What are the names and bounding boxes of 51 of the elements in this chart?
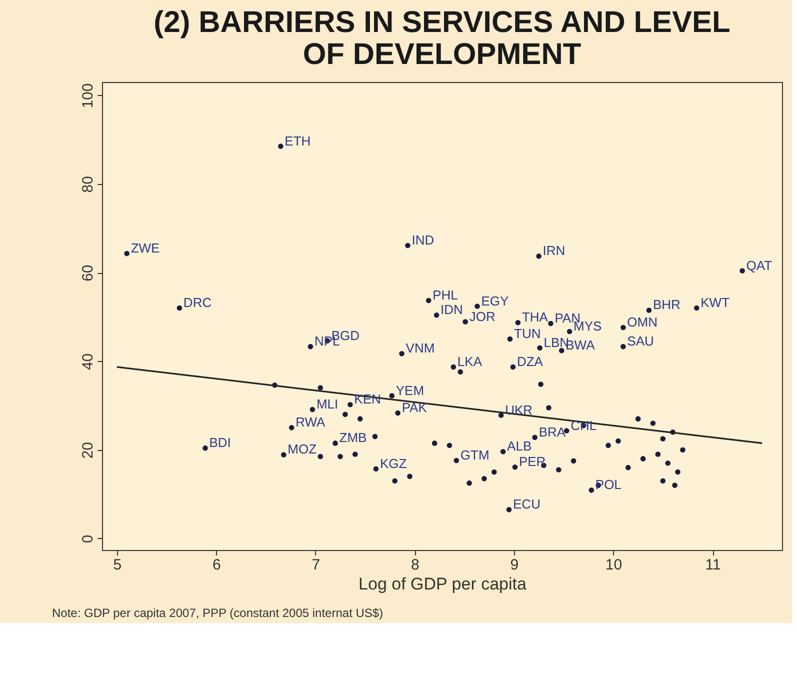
annotation: PAK: [402, 400, 428, 416]
annotation: LKA: [457, 354, 482, 369]
annotation: DZA: [516, 354, 544, 369]
annotation: ETH: [284, 133, 311, 148]
annotation: IDN: [440, 302, 463, 318]
text: OF DEVELOPMENT: [302, 38, 582, 71]
text: (2) BARRIERS IN SERVICES AND LEVEL: [154, 6, 730, 39]
x-tick-label: 6: [212, 556, 221, 574]
y-tick-label: 40: [80, 353, 96, 370]
annotation: YEM: [396, 382, 424, 398]
y-tick-label: 0: [80, 534, 96, 544]
annotation: QAT: [746, 258, 772, 273]
annotation: KWT: [700, 295, 730, 310]
x-tick-label: 8: [411, 556, 420, 574]
annotation: POL: [595, 477, 622, 492]
annotation: MOZ: [288, 442, 317, 457]
annotation: RWA: [296, 414, 326, 430]
annotation: KGZ: [380, 456, 407, 471]
annotation: TUN: [514, 326, 541, 342]
annotation: GTM: [460, 447, 490, 462]
y-tick-label: 20: [80, 442, 96, 459]
annotation: MLI: [316, 396, 338, 412]
annotation: DRC: [183, 295, 212, 310]
x-axis-title: Log of GDP per capita: [358, 574, 527, 594]
x-tick-label: 10: [605, 556, 622, 574]
annotation: ALB: [507, 438, 532, 454]
annotation: OMN: [627, 314, 658, 330]
annotation: PER: [518, 454, 546, 470]
annotation: IND: [412, 232, 434, 248]
x-tick-label: 5: [113, 556, 122, 574]
annotation: EGY: [481, 293, 510, 308]
annotation: BDI: [209, 435, 231, 450]
x-tick-label: 11: [705, 556, 721, 574]
annotation: IRN: [542, 243, 566, 258]
y-tick-label: 100: [80, 83, 96, 108]
annotation: BHR: [652, 297, 680, 312]
annotation: VNM: [406, 340, 435, 356]
x-tick-label: 7: [312, 556, 320, 574]
annotation: UKR: [505, 402, 533, 418]
annotation: PHL: [432, 287, 458, 302]
annotation: THA: [522, 310, 548, 325]
x-tick-label: 9: [510, 556, 519, 574]
annotation: SAU: [627, 334, 654, 349]
annotation: BRA: [538, 424, 566, 440]
annotation: ZWE: [130, 240, 160, 256]
y-tick-label: 80: [80, 176, 96, 193]
annotation: JOR: [469, 308, 496, 324]
y-tick-label: 60: [80, 264, 96, 282]
annotation: ECU: [513, 496, 540, 512]
text: Note: GDP per capita 2007, PPP (constant 2005 internat US$): [52, 606, 384, 620]
annotation: ZMB: [339, 430, 367, 446]
